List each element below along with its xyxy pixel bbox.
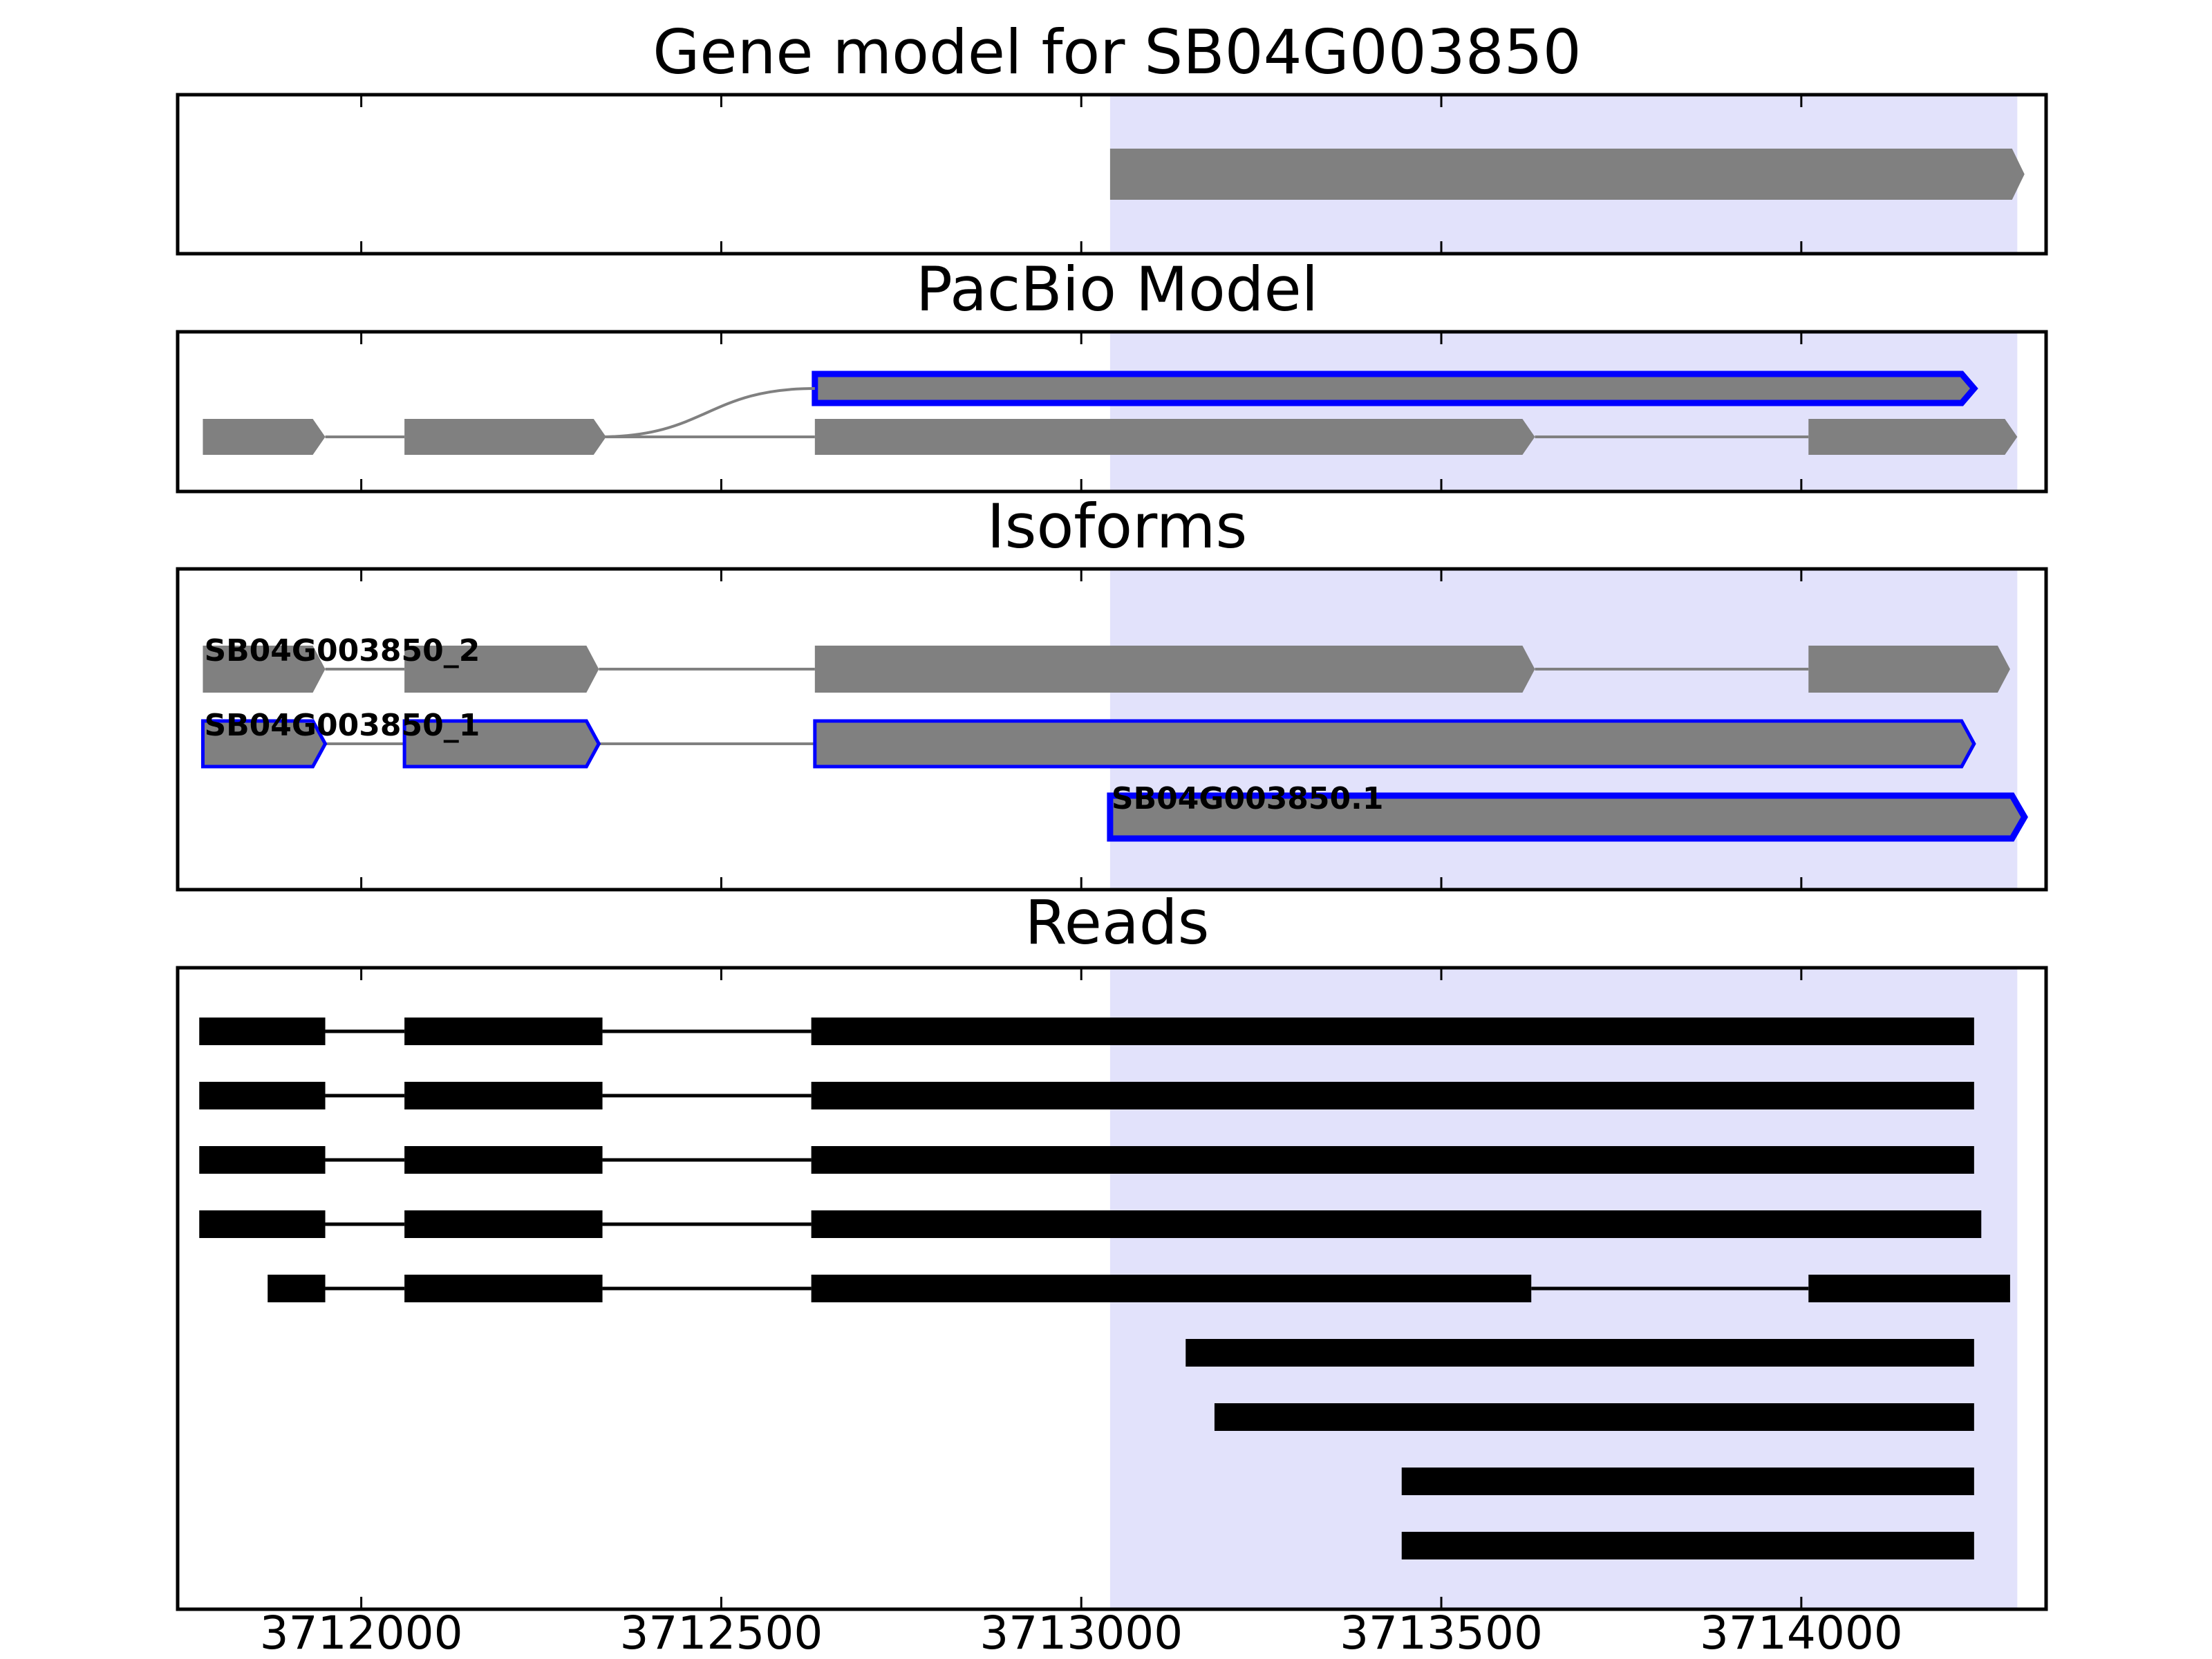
isoform-label: SB04G003850_2 xyxy=(204,633,480,668)
isoform-2-exon xyxy=(200,719,328,769)
read-block xyxy=(199,1082,326,1109)
pacbio-branch-connector xyxy=(599,387,815,438)
reads-panel-frame xyxy=(176,966,2048,1611)
x-tick-label: 3712500 xyxy=(619,1606,823,1659)
isoform-1-exon xyxy=(203,646,326,693)
read-block xyxy=(268,1275,326,1302)
isoforms-title: Isoforms xyxy=(987,491,1248,562)
read-block xyxy=(1808,1275,2010,1302)
isoform-label: SB04G003850_1 xyxy=(204,708,480,743)
read-block xyxy=(811,1210,1982,1238)
pacbio-panel-frame xyxy=(176,330,2048,494)
isoform-2-exon xyxy=(813,719,1976,769)
isoform-1-exon xyxy=(814,646,1535,693)
read-block xyxy=(811,1018,1974,1045)
read-block xyxy=(404,1018,603,1045)
pacbio-lower-exon xyxy=(1808,419,2018,455)
read-block xyxy=(1214,1403,1974,1431)
isoform-1-exon xyxy=(404,646,599,693)
gene-model-title: Gene model for SB04G003850 xyxy=(653,17,1582,88)
pacbio-upper-exon xyxy=(812,371,1978,406)
read-block xyxy=(404,1082,603,1109)
panel-frames xyxy=(176,93,2048,1611)
feature-layer: SB04G003850_2 SB04G003850_1 SB04G003850.1 xyxy=(199,149,2028,1559)
isoform-2-exon xyxy=(402,719,601,769)
pacbio-model-title: PacBio Model xyxy=(916,254,1318,325)
read-block xyxy=(811,1275,1532,1302)
read-block xyxy=(404,1146,603,1174)
read-block xyxy=(811,1146,1974,1174)
read-block xyxy=(199,1146,326,1174)
pacbio-lower-exon xyxy=(404,419,606,455)
gene-panel-frame xyxy=(176,93,2048,256)
read-block xyxy=(199,1210,326,1238)
pacbio-lower-exon xyxy=(203,419,326,455)
read-block xyxy=(404,1275,603,1302)
read-block xyxy=(811,1082,1974,1109)
read-block xyxy=(1401,1468,1974,1495)
read-block xyxy=(404,1210,603,1238)
pacbio-shaded-region xyxy=(1109,332,2018,491)
pacbio-lower-exon xyxy=(814,419,1535,455)
isoform-1-exon xyxy=(1808,646,2010,693)
x-tick-label: 3714000 xyxy=(1700,1606,1903,1659)
read-block xyxy=(199,1018,326,1045)
reads-title: Reads xyxy=(1025,887,1210,958)
read-block xyxy=(1401,1532,1974,1559)
x-axis-ticks: 3712000 3712500 3713000 3713500 3714000 xyxy=(260,95,1903,1659)
x-tick-label: 3713000 xyxy=(980,1606,1183,1659)
iso-panel-frame xyxy=(176,567,2048,892)
isoform-label: SB04G003850.1 xyxy=(1112,781,1384,816)
x-tick-label: 3712000 xyxy=(260,1606,463,1659)
read-block xyxy=(1185,1339,1974,1367)
isoform-3-exon xyxy=(1107,792,2028,842)
gene-model-exon xyxy=(1109,149,2025,200)
x-tick-label: 3713500 xyxy=(1340,1606,1543,1659)
